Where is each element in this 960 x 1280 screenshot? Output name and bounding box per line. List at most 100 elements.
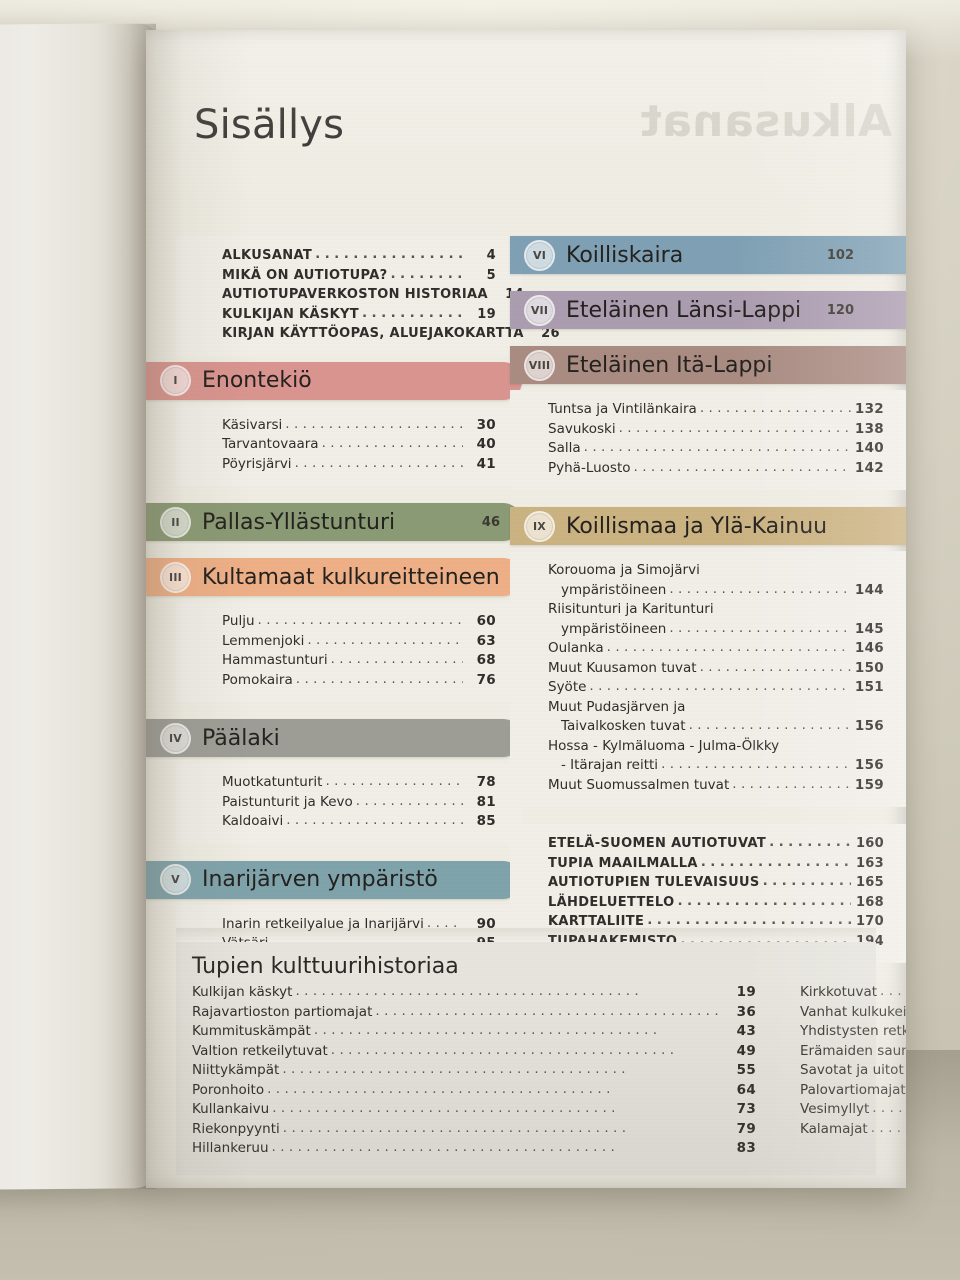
toc-entry-page: 132 (854, 401, 884, 417)
toc-entry[interactable]: Vanhat kulkukeinot......................… (800, 1003, 906, 1023)
toc-entry-label: Hammastunturi (222, 652, 328, 668)
toc-entry[interactable]: Muut Kuusamon tuvat.....................… (548, 659, 884, 679)
toc-entry[interactable]: Savukoski...............................… (548, 420, 884, 440)
toc-entry[interactable]: KIRJAN KÄYTTÖOPAS, ALUEJAKOKARTTA.......… (222, 324, 560, 344)
toc-entry[interactable]: Riisitunturi ja Karitunturi.............… (548, 600, 884, 620)
spacer (510, 807, 906, 824)
toc-entry-label: MIKÄ ON AUTIOTUPA? (222, 267, 388, 283)
toc-entry-page: 151 (854, 679, 884, 695)
toc-entry[interactable]: TUPIA MAAILMALLA........................… (548, 854, 884, 874)
toc-entry[interactable]: Pomokaira...............................… (222, 671, 496, 691)
section-numeral-badge: VI (524, 239, 555, 271)
toc-entry[interactable]: Valtion retkeilytuvat...................… (192, 1042, 756, 1062)
toc-entry[interactable]: Poronhoito..............................… (192, 1081, 756, 1101)
section-bar-iii[interactable]: III Kultamaat kulkureitteineen (146, 558, 522, 596)
section-bar-ii[interactable]: II Pallas-Yllästunturi 46 (146, 503, 522, 541)
section-title: Inarijärven ympäristö (202, 867, 438, 892)
toc-entry-label: Kullankaivu (192, 1101, 270, 1117)
toc-entry[interactable]: Riekonpyynti............................… (192, 1120, 756, 1140)
toc-entry[interactable]: LÄHDELUETTELO...........................… (548, 893, 884, 913)
toc-entry[interactable]: ympäristöineen..........................… (548, 620, 884, 640)
toc-entry-page: 26 (541, 326, 560, 341)
toc-entry-page: 5 (486, 267, 496, 283)
toc-entry-label: Yhdistysten retkeilytuvat (800, 1023, 906, 1039)
section-bar-iv[interactable]: IV Päälaki (146, 719, 522, 757)
toc-entry[interactable]: Hammastunturi...........................… (222, 651, 496, 671)
culture-right-list: Kirkkotuvat.............................… (784, 983, 906, 1159)
toc-entry[interactable]: Yhdistysten retkeilytuvat...............… (800, 1022, 906, 1042)
section-bar-vii[interactable]: VII Eteläinen Länsi-Lappi 120 (510, 291, 906, 329)
toc-entry[interactable]: Kirkkotuvat.............................… (800, 983, 906, 1003)
toc-entry[interactable]: ALKUSANAT...............................… (222, 246, 496, 266)
toc-entry-page: 144 (854, 581, 884, 598)
toc-entry[interactable]: Kaldoaivi...............................… (222, 812, 496, 832)
toc-entry[interactable]: Kullankaivu.............................… (192, 1100, 756, 1120)
toc-entry[interactable]: ympäristöineen..........................… (548, 581, 884, 601)
section-title: Enontekiö (202, 368, 312, 393)
toc-entry[interactable]: Pulju...................................… (222, 612, 496, 632)
section-bar-vi[interactable]: VI Koilliskaira 102 (510, 236, 906, 274)
toc-entry[interactable]: AUTIOTUPIEN TULEVAISUUS.................… (548, 873, 884, 893)
toc-entry[interactable]: Inarin retkeilyalue ja Inarijärvi.......… (222, 915, 496, 935)
toc-entry[interactable]: Rajavartioston partiomajat..............… (192, 1003, 756, 1023)
toc-entry[interactable]: Tuntsa ja Vintilänkaira.................… (548, 400, 884, 420)
leader-dots: ........................................ (313, 1022, 662, 1038)
toc-entry[interactable]: AUTIOTUPAVERKOSTON HISTORIAA............… (222, 285, 524, 305)
spacer (510, 274, 906, 291)
toc-entry[interactable]: Niittykämpät............................… (192, 1061, 756, 1081)
toc-entry-label: Riekonpyynti (192, 1120, 280, 1137)
section-page: 46 (481, 514, 500, 530)
toc-entry[interactable]: Vesimyllyt..............................… (800, 1100, 906, 1120)
toc-entry[interactable]: Kalamajat...............................… (800, 1120, 906, 1140)
toc-entry[interactable]: Kummituskämpät..........................… (192, 1022, 756, 1042)
toc-entry[interactable]: Kulkijan käskyt.........................… (192, 983, 756, 1003)
section-bar-v[interactable]: V Inarijärven ympäristö (146, 860, 522, 899)
section-bar-i[interactable]: I Enontekiö (146, 361, 522, 400)
toc-entry[interactable]: Tarvantovaara...........................… (222, 435, 496, 455)
toc-entry-page: 83 (736, 1140, 757, 1156)
toc-entry[interactable]: Pyhä-Luosto.............................… (548, 459, 884, 479)
toc-entry[interactable]: Muotkatunturit..........................… (222, 773, 496, 793)
toc-entry-page: 19 (736, 984, 757, 1000)
toc-entry-page: 68 (476, 652, 496, 668)
toc-entry[interactable]: Savotat ja uitot........................… (800, 1061, 906, 1081)
toc-entry[interactable]: ETELÄ-SUOMEN AUTIOTUVAT.................… (548, 834, 884, 854)
toc-entry-page: 168 (855, 894, 884, 910)
toc-entry[interactable]: - Itärajan reitti.......................… (548, 756, 884, 776)
toc-entry[interactable]: Paistunturit ja Kevo....................… (222, 793, 496, 813)
toc-entry-label: Riisitunturi ja Karitunturi (548, 601, 714, 617)
toc-entry-page: 81 (476, 793, 496, 810)
toc-entry[interactable]: Korouoma ja Simojärvi...................… (548, 561, 884, 581)
toc-entry[interactable]: Pöyrisjärvi.............................… (222, 455, 496, 475)
toc-entry[interactable]: Erämaiden saunat........................… (800, 1042, 906, 1062)
section-numeral-badge: VIII (524, 349, 555, 381)
toc-entry[interactable]: Taivalkosken tuvat......................… (548, 717, 884, 737)
toc-entry[interactable]: KARTTALIITE.............................… (548, 912, 884, 932)
toc-entry-label: Muut Suomussalmen tuvat (548, 776, 730, 793)
toc-entry[interactable]: KULKIJAN KÄSKYT.........................… (222, 305, 496, 325)
leader-dots: ........................................ (669, 619, 851, 636)
toc-entry-label: AUTIOTUPAVERKOSTON HISTORIAA (222, 287, 488, 302)
toc-entry[interactable]: MIKÄ ON AUTIOTUPA?......................… (222, 266, 496, 286)
toc-entry-label: Paistunturit ja Kevo (222, 793, 353, 810)
toc-entry-label: Oulanka (548, 640, 604, 656)
spacer (510, 490, 906, 507)
toc-entry-label: Tuntsa ja Vintilänkaira (548, 401, 697, 417)
toc-entry[interactable]: Salla...................................… (548, 439, 884, 459)
toc-entry[interactable]: Muut Pudasjärven ja.....................… (548, 698, 884, 718)
leader-dots: ........................................ (426, 914, 463, 931)
toc-entry[interactable]: Syöte...................................… (548, 678, 884, 698)
toc-entry[interactable]: Palovartiomajat.........................… (800, 1081, 906, 1101)
toc-entry-page: 64 (736, 1081, 757, 1098)
toc-entry[interactable]: Muut Suomussalmen tuvat.................… (548, 776, 884, 796)
section-bar-ix[interactable]: IX Koillismaa ja Ylä-Kainuu (510, 507, 906, 545)
toc-entry[interactable]: Oulanka.................................… (548, 639, 884, 659)
leader-dots: ........................................ (315, 246, 463, 262)
toc-entry[interactable]: Hossa - Kylmäluoma - Julma-Ölkky........… (548, 737, 884, 757)
toc-entry[interactable]: Lemmenjoki..............................… (222, 632, 496, 652)
section-bar-viii[interactable]: VIII Eteläinen Itä-Lappi (510, 346, 906, 384)
toc-entry-label: Muotkatunturit (222, 774, 323, 790)
toc-entry-label: Vesimyllyt (800, 1101, 870, 1117)
toc-entry[interactable]: Käsivarsi...............................… (222, 416, 496, 436)
toc-entry[interactable]: Hillankeruu.............................… (192, 1139, 756, 1159)
